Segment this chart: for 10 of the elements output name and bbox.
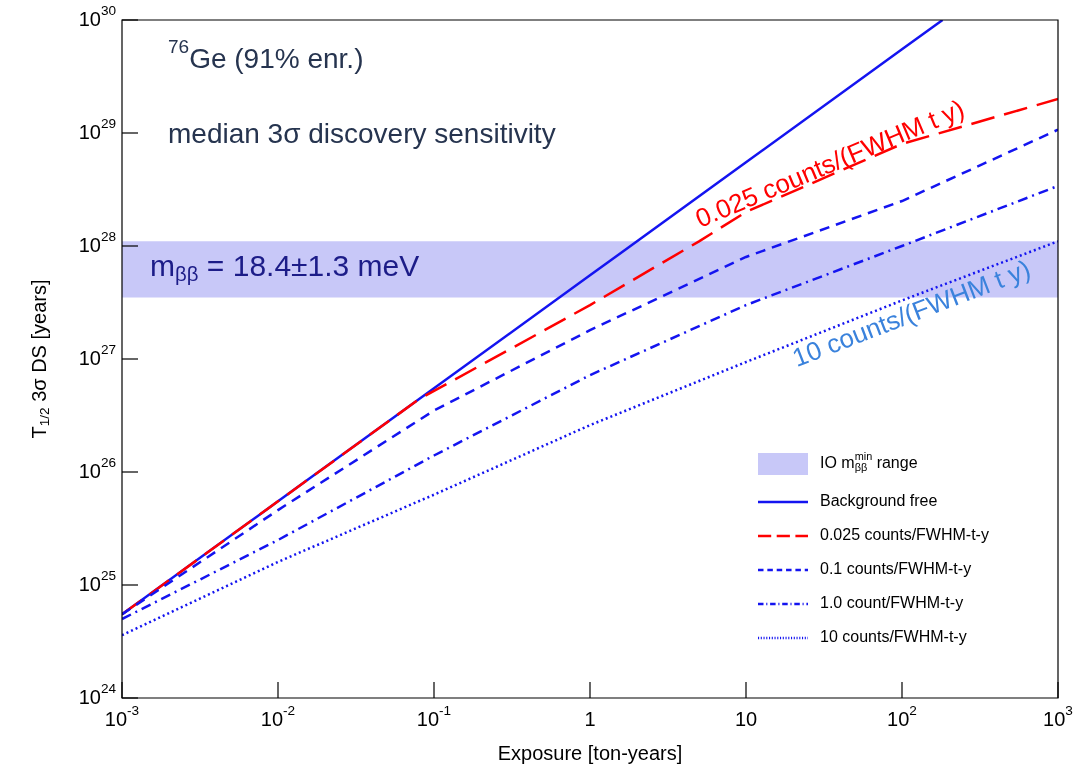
y-axis-title: T1/2 3σ DS [years] (27, 279, 52, 439)
legend-label: 0.025 counts/FWHM-t-y (820, 526, 989, 544)
legend-label: Background free (820, 492, 938, 510)
annotation: median 3σ discovery sensitivity (168, 117, 556, 149)
x-tick-label: 1 (584, 707, 596, 730)
x-tick-label: 10 (734, 707, 758, 730)
legend-label: 0.1 counts/FWHM-t-y (820, 560, 972, 578)
legend-label: 10 counts/FWHM-t-y (820, 628, 967, 646)
legend-label: 1.0 count/FWHM-t-y (820, 594, 964, 612)
x-axis-title: Exposure [ton-years] (497, 741, 683, 764)
